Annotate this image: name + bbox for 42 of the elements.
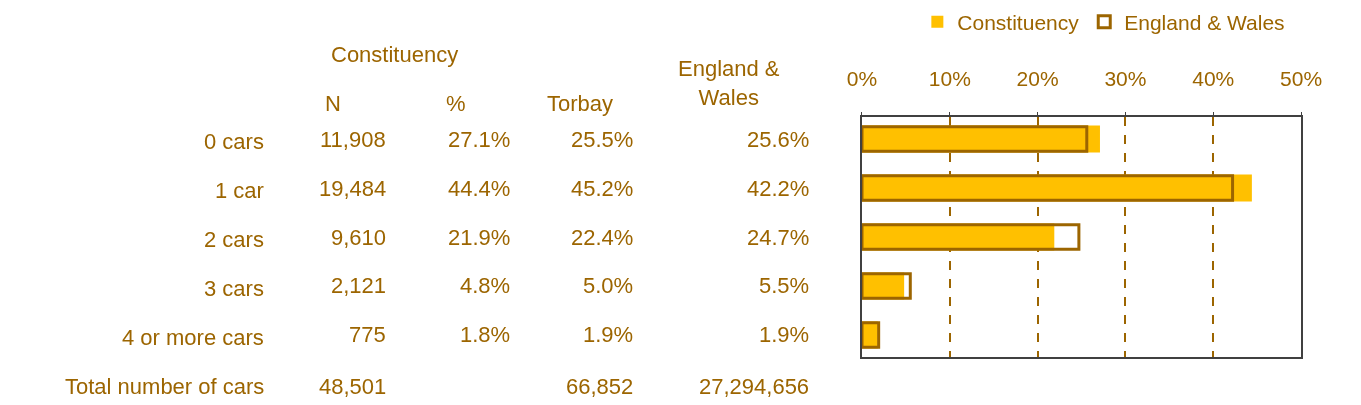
x2-tick-label: 50% [1280,66,1323,90]
text: Torbay [547,91,614,116]
legend-label: England & Wales [1124,10,1285,34]
y-tick-label: 4 or more cars [122,325,264,350]
data-label: 1.9% [759,322,810,347]
text: 22.4% [571,225,634,250]
y-tick-label: 3 cars [204,276,264,301]
x2-tick-label: 40% [1192,66,1235,90]
text: 25.5% [571,127,634,152]
text: 9,610 [331,225,387,250]
data-label: 4.8% [460,273,511,298]
x2-tick-label: 10% [928,66,971,90]
data-label: 5.5% [759,273,810,298]
data-label: 27.1% [448,127,511,152]
y-tick-label: 2 cars [204,227,264,252]
text: 775 [349,322,386,347]
text: 5.0% [583,273,634,298]
text: 48,501 [319,374,387,399]
y-tick-label: 0 cars [204,129,264,154]
text: 66,852 [566,374,634,399]
data-label: 42.2% [747,176,810,201]
data-label: 21.9% [448,225,511,250]
y-tick-label: 1 car [215,178,264,203]
text: 27,294,656 [699,374,810,399]
x2-tick-label: 0% [846,66,878,90]
text: % [446,91,466,116]
x2-tick-label: 20% [1016,66,1059,90]
legend-label: Constituency [957,10,1080,34]
text: 11,908 [320,127,386,152]
data-label: 1.8% [460,322,511,347]
data-label: 25.6% [747,127,810,152]
data-label: 44.4% [448,176,511,201]
data-label: 24.7% [747,225,810,250]
text: Total number of cars [65,374,265,399]
text: 1.9% [583,322,634,347]
text: 19,484 [319,176,387,201]
text: 45.2% [571,176,634,201]
x2-tick-label: 30% [1104,66,1147,90]
text: Constituency [331,42,459,67]
text: 2,121 [331,273,387,298]
text: England & Wales [678,56,780,110]
text: N [325,91,341,116]
